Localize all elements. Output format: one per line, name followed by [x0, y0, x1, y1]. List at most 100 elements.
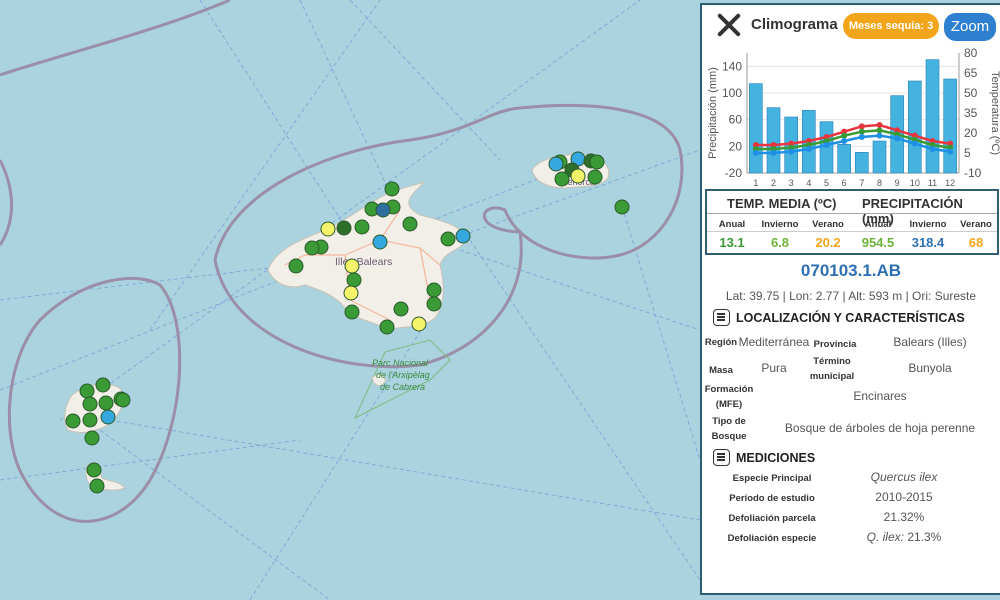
x-tick-label: 5 [824, 178, 829, 188]
precip-verano-value: 68 [968, 235, 984, 250]
station-marker[interactable] [320, 221, 336, 237]
cabrera-park-area [353, 339, 451, 420]
y-tick-label: 140 [722, 59, 742, 73]
zoom-button[interactable]: Zoom [944, 13, 996, 41]
station-marker[interactable] [82, 396, 98, 412]
y2-tick-label: 50 [964, 86, 978, 100]
region-value: Mediterránea [738, 335, 810, 349]
temp-point [858, 123, 865, 130]
y2-tick-label: 65 [964, 66, 978, 80]
station-marker[interactable] [379, 319, 395, 335]
temp-header: TEMP. MEDIA (ºC) [727, 196, 837, 211]
station-marker[interactable] [411, 316, 427, 332]
svg-text:de l'Arxipèlag: de l'Arxipèlag [376, 370, 430, 380]
station-markers[interactable] [65, 151, 630, 494]
tipo-bosque-value: Bosque de árboles de hoja perenne [784, 421, 976, 435]
station-marker[interactable] [384, 181, 400, 197]
station-marker[interactable] [402, 216, 418, 232]
periodo-value: 2010-2015 [875, 490, 933, 504]
station-marker[interactable] [372, 234, 388, 250]
temp-point [788, 148, 795, 155]
svg-text:Parc Nacional: Parc Nacional [372, 358, 429, 368]
y2-tick-label: 80 [964, 46, 978, 60]
y-axis-label: Precipitación (mm) [707, 67, 719, 159]
temp-point [947, 148, 954, 155]
termino-value: Bunyola [908, 361, 952, 375]
station-marker[interactable] [346, 272, 362, 288]
y2-tick-label: -10 [964, 166, 982, 180]
station-marker[interactable] [614, 199, 630, 215]
x-tick-label: 11 [928, 178, 937, 188]
precip-anual-value: 954.5 [861, 235, 895, 250]
masa-value: Pura [761, 361, 787, 375]
temp-point [929, 146, 936, 152]
station-marker[interactable] [344, 304, 360, 320]
especie-value: Quercus ilex [870, 470, 938, 484]
station-marker[interactable] [426, 282, 442, 298]
station-marker[interactable] [65, 413, 81, 429]
precip-bar [749, 83, 763, 174]
temp-point [876, 122, 883, 128]
station-marker[interactable] [548, 156, 564, 172]
temp-point [841, 138, 848, 144]
station-marker[interactable] [393, 301, 409, 317]
x-tick-label: 2 [771, 178, 776, 188]
station-marker[interactable] [343, 285, 359, 301]
temp-invierno-value: 6.8 [770, 235, 790, 250]
formacion-label: Formación (MFE) [704, 384, 754, 410]
precip-bar [855, 152, 869, 174]
temp-point [894, 135, 901, 142]
precip-sub-verano: Verano [960, 219, 992, 230]
station-marker[interactable] [354, 219, 370, 235]
temp-point [876, 132, 883, 139]
station-marker[interactable] [95, 377, 111, 393]
station-marker[interactable] [587, 169, 603, 185]
station-marker[interactable] [570, 168, 586, 184]
temp-point [876, 127, 883, 134]
x-tick-label: 10 [910, 178, 920, 188]
station-marker[interactable] [100, 409, 116, 425]
svg-text:de Cabrera: de Cabrera [380, 382, 425, 392]
temp-point [770, 150, 777, 156]
temp-point [823, 142, 830, 148]
y2-tick-label: 5 [964, 146, 971, 160]
y2-axis-label: Temperatura (ºC) [989, 71, 1000, 155]
close-icon[interactable] [716, 12, 742, 38]
station-marker[interactable] [89, 478, 105, 494]
y2-tick-label: 20 [964, 126, 978, 140]
station-marker[interactable] [554, 171, 570, 187]
station-marker[interactable] [344, 258, 360, 274]
station-panel: Climograma Meses sequía: 3 Zoom -20 20 60 1… [700, 3, 1000, 595]
station-marker[interactable] [304, 240, 320, 256]
temp-verano-value: 20.2 [815, 235, 841, 250]
station-marker[interactable] [288, 258, 304, 274]
station-marker[interactable] [84, 430, 100, 446]
def-parcela-value: 21.32% [883, 510, 925, 524]
x-tick-label: 3 [789, 178, 794, 188]
station-marker[interactable] [455, 228, 471, 244]
periodo-label: Período de estudio [729, 493, 815, 504]
temp-anual-value: 13.1 [719, 235, 745, 250]
station-marker[interactable] [86, 462, 102, 478]
temp-point [752, 150, 759, 156]
station-marker[interactable] [440, 231, 456, 247]
station-marker[interactable] [589, 154, 605, 170]
station-marker[interactable] [375, 202, 391, 218]
precip-invierno-value: 318.4 [911, 235, 945, 250]
y-tick-label: 60 [729, 113, 743, 127]
x-tick-label: 7 [859, 178, 864, 188]
masa-label: Masa [709, 365, 733, 376]
station-marker[interactable] [82, 412, 98, 428]
station-marker[interactable] [115, 392, 131, 408]
station-marker[interactable] [336, 220, 352, 236]
y-tick-label: 100 [722, 86, 742, 100]
shipping-routes [0, 0, 701, 600]
temp-point [805, 146, 812, 152]
station-marker[interactable] [426, 296, 442, 312]
especie-label: Especie Principal [732, 473, 812, 484]
y-tick-label: -20 [725, 166, 743, 180]
precip-sub-invierno: Invierno [909, 219, 947, 230]
station-marker[interactable] [98, 395, 114, 411]
mediciones-section-title: MEDICIONES [713, 449, 815, 466]
station-marker[interactable] [79, 383, 95, 399]
